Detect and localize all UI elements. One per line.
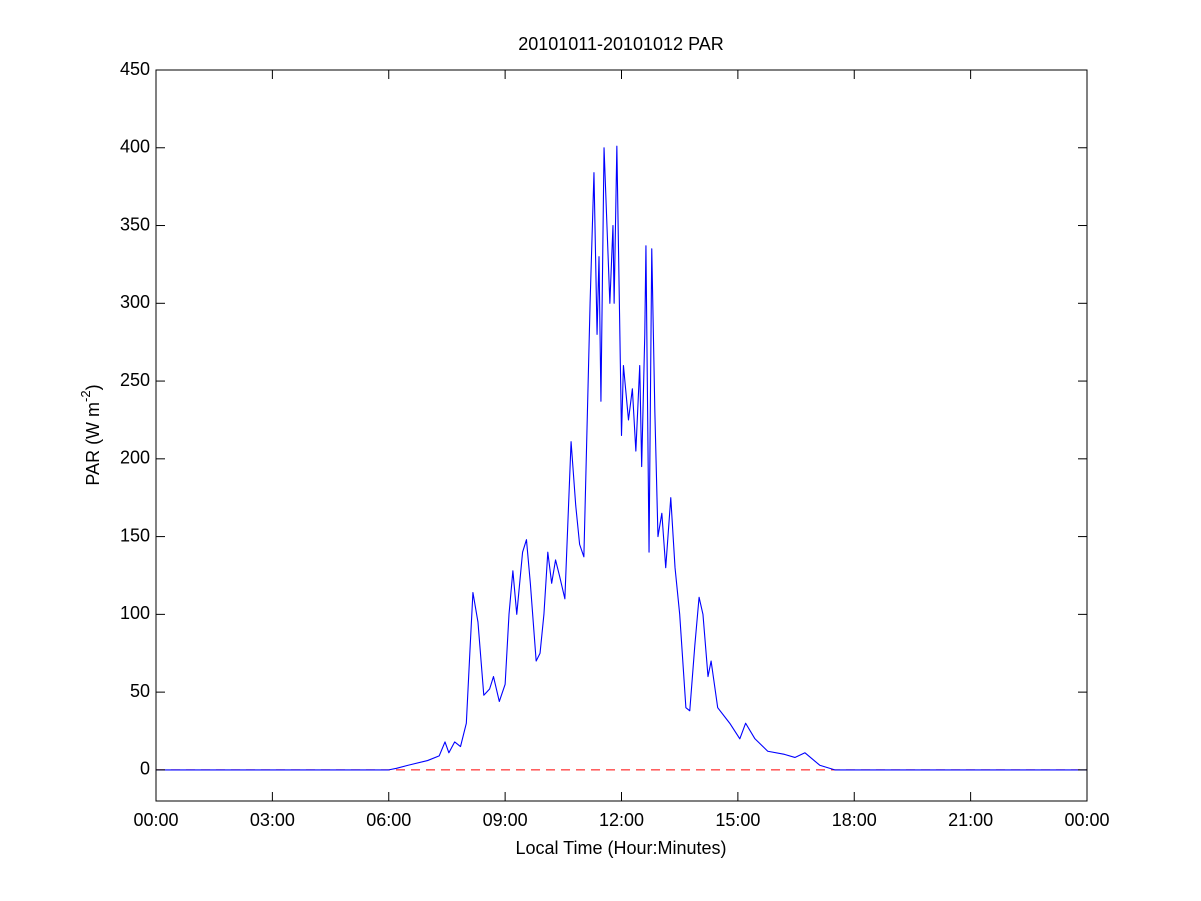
y-axis-label-superscript: -2 <box>78 390 93 402</box>
y-tick-label: 100 <box>120 603 150 623</box>
y-tick-label: 200 <box>120 448 150 468</box>
chart-title: 20101011-20101012 PAR <box>518 34 724 54</box>
x-tick-label: 15:00 <box>715 810 760 830</box>
y-tick-label: 50 <box>130 681 150 701</box>
y-axis-label-suffix: ) <box>83 384 103 390</box>
y-axis-label-text: PAR (W m <box>83 402 103 486</box>
y-tick-label: 350 <box>120 214 150 234</box>
y-tick-label: 0 <box>140 759 150 779</box>
y-tick-label: 150 <box>120 525 150 545</box>
x-tick-label: 21:00 <box>948 810 993 830</box>
x-tick-label: 00:00 <box>133 810 178 830</box>
y-tick-label: 300 <box>120 292 150 312</box>
y-axis-label: PAR (W m-2) <box>78 384 102 485</box>
y-tick-label: 400 <box>120 137 150 157</box>
x-axis-label: Local Time (Hour:Minutes) <box>515 838 726 858</box>
data-line <box>156 145 1087 771</box>
y-tick-label: 450 <box>120 59 150 79</box>
x-tick-label: 06:00 <box>366 810 411 830</box>
x-tick-label: 00:00 <box>1064 810 1109 830</box>
y-tick-label: 250 <box>120 370 150 390</box>
x-tick-label: 12:00 <box>599 810 644 830</box>
x-tick-label: 03:00 <box>250 810 295 830</box>
x-tick-label: 18:00 <box>832 810 877 830</box>
x-tick-label: 09:00 <box>483 810 528 830</box>
